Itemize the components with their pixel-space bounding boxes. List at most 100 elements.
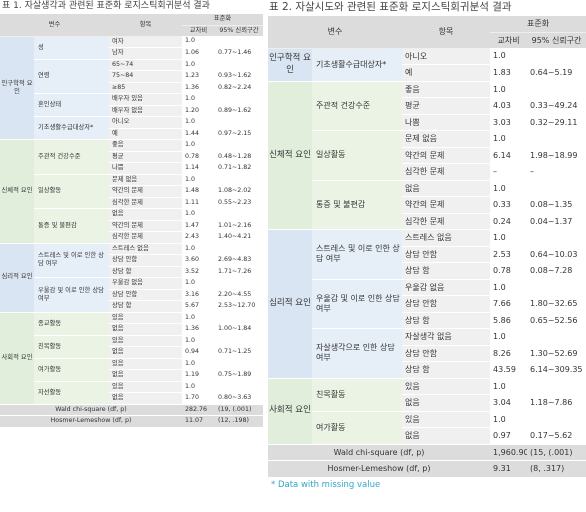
variable-label: 일상활동 — [312, 130, 403, 181]
odds-ratio-value: 1.20 — [182, 105, 215, 117]
table-row: 상담 안함 2.53 0.64~10.03 — [268, 246, 586, 263]
table-row: 여가활동 있음 1.0 — [268, 411, 586, 445]
confidence-interval-value: 2.20~4.55 — [215, 289, 264, 301]
variable-label: 종교활동 — [34, 312, 109, 336]
table-2-title: 표 2. 자살시도와 관련된 표준화 로지스틱회귀분석 결과 — [269, 1, 512, 13]
confidence-interval-value — [215, 116, 264, 129]
odds-ratio-value: 1.11 — [182, 197, 215, 209]
table-1-panel: 표 1. 자살생각과 관련된 표준화 로지스틱회귀분석 결과 변수 항목 표준화… — [0, 0, 264, 428]
footer-statistic-label: Wald chi-square (df, p) — [0, 404, 182, 416]
table-row: 심리적 요인 스트레스 및 이로 인한 상담 여부 스트레스 없음 1.0 — [268, 229, 586, 379]
confidence-interval-value — [215, 59, 264, 71]
table-row: 75~84 1.23 0.93~1.62 — [0, 70, 264, 83]
odds-ratio-value: 2.53 — [490, 246, 528, 263]
confidence-interval-value — [527, 81, 586, 98]
odds-ratio-value: 1.0 — [182, 358, 215, 370]
odds-ratio-value: 1.06 — [182, 47, 215, 60]
confidence-interval-value — [527, 229, 586, 247]
category-label: 사회적 요인 — [0, 312, 34, 405]
confidence-interval-value: 1.98~18.99 — [527, 147, 586, 164]
item-level: 좋음 — [402, 81, 491, 98]
item-level: 있음 — [109, 381, 182, 393]
footer-row: Hosmer-Lemeshow (df, p) 11.07 (12, .198) — [0, 415, 264, 428]
confidence-interval-value: 1.00~1.84 — [215, 323, 264, 336]
table-row: 자살생각으로 인한 상담 여부 자살생각 없음 1.0 — [268, 328, 586, 379]
footer-statistic-detail: (8, .317) — [527, 460, 586, 478]
confidence-interval-value — [215, 208, 264, 221]
item-level: 스트레스 없음 — [402, 229, 491, 247]
variable-label: 주관적 건강수준 — [312, 81, 403, 131]
confidence-interval-value: 0.64~10.03 — [527, 246, 586, 263]
category-label: 신체적 요인 — [268, 81, 312, 230]
variable-label: 기초생활수급대상자* — [34, 116, 109, 140]
table-row: 신체적 요인 주관적 건강수준 좋음 1.0 — [268, 81, 586, 230]
confidence-interval-value — [215, 277, 264, 290]
odds-ratio-value: 1.70 — [182, 392, 215, 405]
table-row: 혼인상태 배우자 있음 1.0 — [0, 93, 264, 117]
odds-ratio-value: 1.0 — [490, 328, 528, 346]
item-level: 평균 — [402, 97, 491, 115]
header-confidence-interval: 95% 신뢰구간 — [527, 32, 586, 48]
odds-ratio-value: 1.36 — [182, 323, 215, 336]
table-row: 인구학적 요인 기초생활수급대상자* 아니오 1.0 — [268, 48, 586, 82]
odds-ratio-value: 0.24 — [490, 213, 528, 230]
table-row: 예 1.44 0.97~2.15 — [0, 128, 264, 140]
odds-ratio-value: 1.0 — [182, 335, 215, 347]
variable-label: 통증 및 불편감 — [312, 180, 403, 230]
item-level: 상담 안함 — [109, 289, 182, 301]
category-label: 인구학적 요인 — [0, 36, 34, 140]
footer-statistic-label: Wald chi-square (df, p) — [268, 444, 491, 461]
confidence-interval-value: 0.93~1.62 — [215, 70, 264, 83]
header-item: 항목 — [109, 14, 182, 37]
table-row: 예 1.83 0.64~5.19 — [268, 64, 586, 82]
item-level: 없음 — [109, 392, 182, 405]
confidence-interval-value: 0.32~29.11 — [527, 114, 586, 131]
table-row: 약간의 문제 6.14 1.98~18.99 — [268, 147, 586, 164]
odds-ratio-value: 1.83 — [490, 64, 528, 82]
category-label: 심리적 요인 — [268, 229, 312, 379]
odds-ratio-value: 2.43 — [182, 231, 215, 244]
confidence-interval-value: 0.48~1.28 — [215, 151, 264, 163]
item-level: 없음 — [109, 208, 182, 221]
odds-ratio-value: 7.66 — [490, 295, 528, 313]
table-row: 없음 1.19 0.75~1.89 — [0, 369, 264, 382]
variable-label: 자살생각으로 인한 상담 여부 — [312, 328, 403, 379]
odds-ratio-value: 1.0 — [182, 116, 215, 129]
odds-ratio-value: 1.0 — [490, 81, 528, 98]
confidence-interval-value: 0.33~49.24 — [527, 97, 586, 115]
odds-ratio-value: 0.94 — [182, 346, 215, 359]
odds-ratio-value: 4.03 — [490, 97, 528, 115]
table-row: 자선활동 있음 1.0 — [0, 381, 264, 405]
confidence-interval-value: – — [527, 163, 586, 181]
item-level: 우울감 없음 — [109, 277, 182, 290]
confidence-interval-value: 6.14~309.35 — [527, 361, 586, 379]
table-row: 약간의 문제 1.48 1.08~2.02 — [0, 185, 264, 198]
item-level: 심각한 문제 — [109, 231, 182, 244]
item-level: 없음 — [402, 427, 491, 445]
variable-label: 친목활동 — [34, 335, 109, 359]
item-level: 있음 — [402, 378, 491, 395]
confidence-interval-value: 0.71~1.25 — [215, 346, 264, 359]
item-level: 상담 안함 — [402, 345, 491, 362]
table-row: 없음 3.04 1.18~7.86 — [268, 394, 586, 412]
confidence-interval-value — [527, 180, 586, 197]
odds-ratio-value: 1.0 — [182, 36, 215, 48]
confidence-interval-value — [215, 358, 264, 370]
confidence-interval-value: 0.08~1.35 — [527, 196, 586, 214]
table-row: 신체적 요인 주관적 건강수준 좋음 1.0 — [0, 139, 264, 244]
footer-statistic-label: Hosmer-Lemeshow (df, p) — [268, 460, 491, 478]
confidence-interval-value: 1.08~2.02 — [215, 185, 264, 198]
category-label: 심리적 요인 — [0, 243, 34, 313]
odds-ratio-value: 1.0 — [182, 312, 215, 324]
variable-label: 스트레스 및 이로 인한 상담 여부 — [34, 243, 109, 278]
odds-ratio-value: 43.59 — [490, 361, 528, 379]
table-row: 상담 안함 3.60 2.69~4.83 — [0, 254, 264, 267]
table-row: 약간의 문제 1.47 1.01~2.16 — [0, 220, 264, 232]
confidence-interval-value: 0.55~2.23 — [215, 197, 264, 209]
variable-label: 주관적 건강수준 — [34, 139, 109, 175]
confidence-interval-value — [215, 335, 264, 347]
item-level: 상담 함 — [402, 361, 491, 379]
table-row: 상담 안함 7.66 1.80~32.65 — [268, 295, 586, 313]
header-standardized: 표준화 — [490, 16, 586, 33]
odds-ratio-value: 1.0 — [182, 277, 215, 290]
